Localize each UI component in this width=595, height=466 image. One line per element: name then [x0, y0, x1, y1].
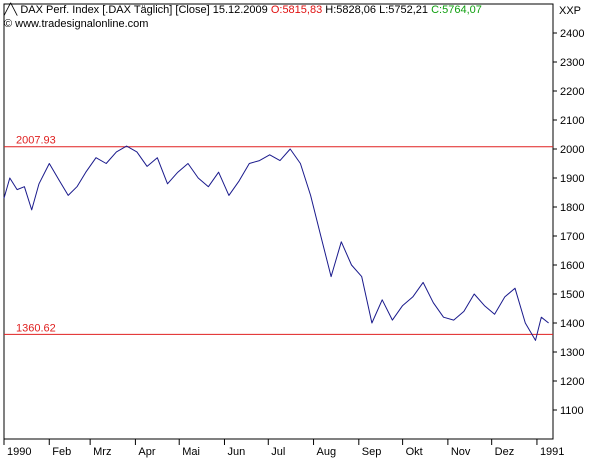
x-tick-label: 1990: [7, 446, 31, 458]
y-tick-label: 2000: [560, 144, 584, 156]
low-value: L:5752,21: [379, 4, 429, 16]
x-tick-label: Mai: [182, 446, 200, 458]
y-tick-label: 1300: [560, 347, 584, 359]
x-tick-label: Sep: [362, 446, 382, 458]
y-tick-label: 2300: [560, 57, 584, 69]
plot-frame: [3, 3, 554, 440]
y-tick-label: 1800: [560, 202, 584, 214]
x-tick-label: Okt: [406, 446, 423, 458]
x-tick-label: Dez: [495, 446, 515, 458]
reference-line-label: 2007.93: [16, 135, 56, 147]
price-series-line: [3, 145, 549, 341]
chart-header: ╱╲ DAX Perf. Index [.DAX Täglich] [Close…: [4, 3, 482, 16]
x-tick-label: Feb: [52, 446, 71, 458]
y-tick-label: 2100: [560, 115, 584, 127]
y-tick-label: 1200: [560, 376, 584, 388]
y-tick-label: 1700: [560, 231, 584, 243]
x-tick-label: Apr: [138, 446, 155, 458]
high-value: H:5828,06: [325, 4, 377, 16]
close-value: C:5764,07: [431, 4, 482, 16]
y-tick-label: 1100: [560, 405, 584, 417]
x-tick-label: Nov: [451, 446, 471, 458]
date-label: 15.12.2009: [212, 4, 268, 16]
x-tick-label: Jul: [271, 446, 285, 458]
y-tick-label: 1400: [560, 318, 584, 330]
line-chart-icon: ╱╲: [4, 4, 18, 16]
watermark: © www.tradesignalonline.com: [4, 18, 149, 30]
y-tick-label: 2400: [560, 28, 584, 40]
x-tick-label: Jun: [227, 446, 245, 458]
x-tick-label: Aug: [317, 446, 337, 458]
y-tick-label: 1900: [560, 173, 584, 185]
reference-line-label: 1360.62: [16, 322, 56, 334]
y-tick-label: 2200: [560, 86, 584, 98]
y-tick-label: 1600: [560, 260, 584, 272]
y-tick-label: 1500: [560, 289, 584, 301]
x-tick-label: 1991: [540, 446, 564, 458]
instrument-label: DAX Perf. Index [.DAX Täglich] [Close]: [20, 4, 210, 16]
y-unit-label: XXP: [559, 5, 581, 17]
open-value: O:5815,83: [270, 4, 323, 16]
x-tick-label: Mrz: [93, 446, 111, 458]
